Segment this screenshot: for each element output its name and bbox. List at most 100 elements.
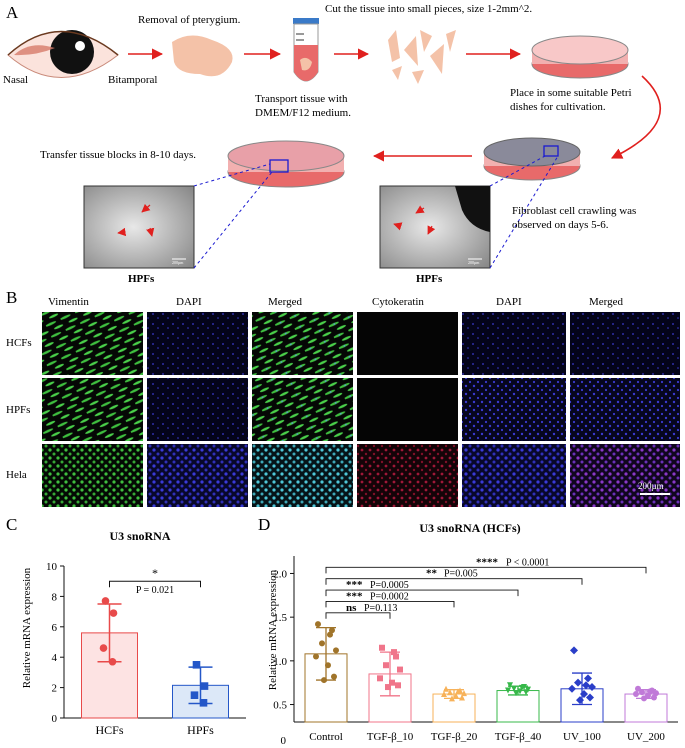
- chart-d-point: [580, 690, 588, 699]
- chart-c-sig-bracket: [109, 580, 201, 588]
- petri-dish-3: [227, 140, 345, 188]
- chart-d-sig-stars: ***: [346, 590, 363, 602]
- chart-d-xtick-label: TGF-β_20: [431, 731, 478, 743]
- row-label-2: Hela: [6, 469, 27, 481]
- img-hpfs-vimentin: [42, 378, 143, 441]
- chart-d-ylabel: Relative mRNA expression: [267, 569, 279, 690]
- scale-left: 200µm: [172, 260, 184, 265]
- chart-d-point: [331, 673, 337, 680]
- chart-c-ytick-label: 6: [52, 622, 58, 634]
- chart-c-ytick-label: 2: [52, 683, 58, 695]
- chart-d-point: [513, 690, 519, 697]
- step-transfer-text: Transfer tissue blocks in 8-10 days.: [40, 149, 196, 161]
- petri-dish-1: [531, 35, 629, 79]
- panel-d: D U3 snoRNA (HCFs) Relative mRNA express…: [258, 515, 678, 747]
- scale-right: 200µm: [468, 260, 480, 265]
- chart-d-sig-stars: **: [426, 568, 438, 580]
- micro-label-left: HPFs: [128, 273, 155, 285]
- chart-d-ytick-label: 2.0: [273, 568, 287, 580]
- chart-d-point: [633, 691, 639, 698]
- chart-c-ytick-label: 8: [52, 591, 58, 603]
- tissue-blob: [172, 35, 233, 77]
- panel-b: B Vimentin DAPI Merged Cytokeratin DAPI …: [6, 288, 680, 507]
- chart-d-xtick-label: UV_200: [627, 731, 665, 743]
- chart-d-point: [313, 653, 319, 660]
- chart-d-sig-p: P=0.0005: [370, 580, 409, 591]
- panel-a: A Nasal Bitamporal Removal of pterygium.…: [3, 3, 661, 285]
- micrograph-right: 200µm: [379, 185, 491, 269]
- chart-d-point: [647, 688, 653, 695]
- chart-d-point: [441, 691, 447, 698]
- chart-d-point: [570, 646, 578, 655]
- img-hpfs-merged-2: [570, 378, 680, 441]
- arrow-5: [610, 75, 661, 159]
- chart-d-sig-bracket: [325, 612, 391, 619]
- img-hcfs-dapi: [147, 312, 248, 375]
- chart-d-point: [395, 682, 401, 689]
- transport-tube: [293, 18, 319, 82]
- chart-d-point: [389, 679, 395, 686]
- chart-d-point: [333, 647, 339, 654]
- chart-c-point: [190, 691, 199, 699]
- chart-d-sig-bracket: [325, 566, 647, 574]
- step-place-line1: Place in some suitable Petri: [510, 87, 632, 99]
- chart-d-point: [461, 690, 467, 697]
- micrograph-left: 200µm: [83, 185, 195, 269]
- step-crawl-line1: Fibroblast cell crawling was: [512, 205, 636, 217]
- chart-c-point: [192, 661, 201, 669]
- chart-d-point: [574, 678, 582, 687]
- chart-d-point: [319, 640, 325, 647]
- chart-d-point: [586, 693, 594, 702]
- chart-d-ytick-label: 1.5: [273, 612, 287, 624]
- chart-d-point: [453, 692, 459, 699]
- chart-d-xtick-label: TGF-β_10: [367, 731, 414, 743]
- img-hela-cytokeratin: [357, 444, 458, 507]
- micro-label-right: HPFs: [416, 273, 443, 285]
- chart-d-point: [511, 685, 517, 692]
- step-place-line2: dishes for cultivation.: [510, 101, 606, 113]
- eye-nasal-label: Nasal: [3, 74, 28, 86]
- img-hcfs-merged-2: [570, 312, 680, 375]
- chart-d-point: [383, 662, 389, 669]
- chart-d-sig-p: P=0.113: [364, 603, 397, 614]
- step-transport-line2: DMEM/F12 medium.: [255, 107, 351, 119]
- chart-d-point: [582, 681, 590, 690]
- chart-d-sig-bracket: [325, 578, 583, 585]
- col-header-5: Merged: [589, 296, 624, 308]
- chart-d-ytick-label: 0.5: [273, 700, 287, 712]
- chart-d-sig-p: P=0.0002: [370, 591, 409, 602]
- chart-d-point: [639, 689, 645, 696]
- img-hpfs-dapi-2: [462, 378, 566, 441]
- chart-c-title: U3 snoRNA: [109, 529, 170, 543]
- chart-d-sig-bracket: [325, 589, 519, 597]
- chart-d-bar: [432, 693, 476, 723]
- img-hela-merged-2: [570, 444, 680, 507]
- chart-d-sig-p: P=0.005: [444, 569, 478, 580]
- chart-d-point: [455, 688, 461, 695]
- img-hpfs-cytokeratin: [357, 378, 458, 441]
- chart-d-point: [379, 644, 385, 651]
- img-hcfs-merged: [252, 312, 353, 375]
- chart-d-sig-stars: ***: [346, 579, 363, 591]
- step-transport-line1: Transport tissue with: [255, 93, 348, 105]
- panel-d-letter: D: [258, 515, 270, 534]
- chart-d-point: [391, 649, 397, 656]
- panel-c-letter: C: [6, 515, 17, 534]
- chart-d-point: [327, 631, 333, 638]
- chart-d-point: [377, 675, 383, 682]
- chart-d-point: [576, 696, 584, 705]
- chart-d-point: [523, 689, 529, 696]
- img-hpfs-dapi: [147, 378, 248, 441]
- row-label-0: HCFs: [6, 337, 32, 349]
- img-hcfs-cytokeratin: [357, 312, 458, 375]
- step-removal-text: Removal of pterygium.: [138, 14, 241, 26]
- chart-d-point: [315, 621, 321, 628]
- col-header-0: Vimentin: [48, 296, 89, 308]
- chart-d-sig-p: P < 0.0001: [506, 557, 549, 568]
- chart-d-point: [505, 687, 511, 694]
- tissue-pieces: [388, 30, 456, 84]
- row-label-1: HPFs: [6, 404, 30, 416]
- chart-d-point: [447, 689, 453, 696]
- chart-d-point: [568, 684, 576, 693]
